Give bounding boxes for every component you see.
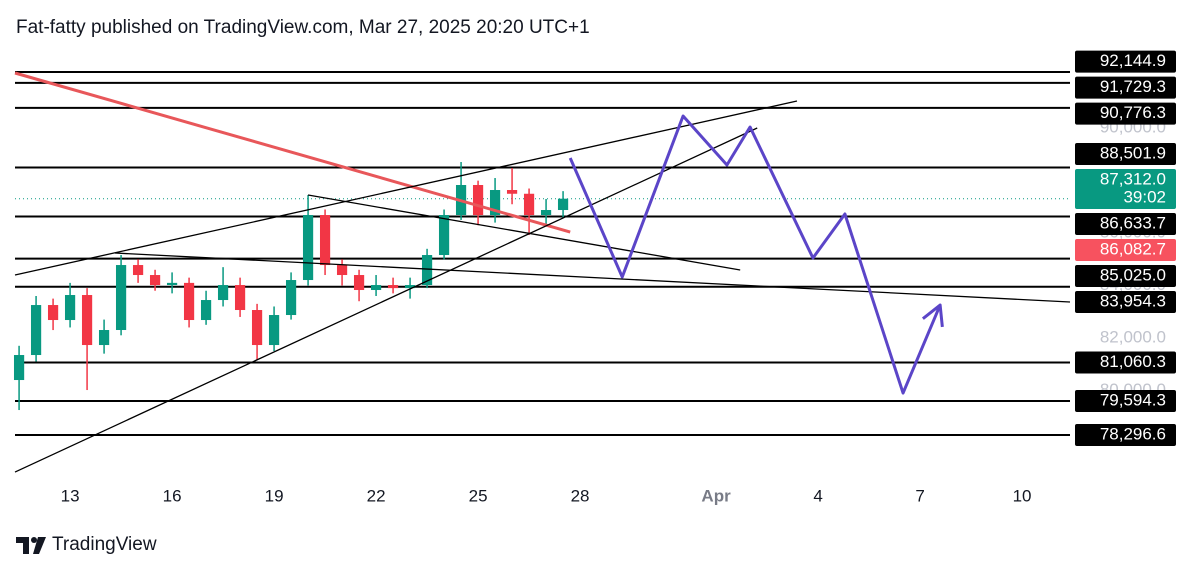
x-tick-label: 10 (1013, 486, 1032, 505)
header: Fat-fatty published on TradingView.com, … (16, 17, 590, 38)
y-tick-label: 82,000.0 (1100, 327, 1166, 346)
candle-body (336, 265, 348, 276)
price-label: 87,312.039:02 (1075, 168, 1176, 209)
candle-body (404, 285, 416, 289)
price-label-text: 39:02 (1123, 187, 1166, 206)
candle-body (421, 255, 433, 286)
candle-body (183, 282, 195, 321)
price-label: 85,025.0 (1075, 264, 1176, 287)
price-label: 81,060.3 (1075, 351, 1176, 374)
candle-body (234, 285, 246, 311)
price-label-text: 85,025.0 (1100, 265, 1166, 284)
x-tick-label: 28 (571, 486, 590, 505)
candle-body (438, 215, 450, 256)
candle-body (472, 185, 484, 216)
price-label: 83,954.3 (1075, 290, 1176, 313)
x-tick-label: 13 (61, 486, 80, 505)
candle-body (370, 285, 382, 291)
price-label-bg (1075, 168, 1176, 209)
price-label-bg (1075, 264, 1176, 287)
price-label: 79,594.3 (1075, 389, 1176, 412)
price-label-bg (1075, 142, 1176, 165)
x-tick-label: 7 (915, 486, 924, 505)
price-label-bg (1075, 102, 1176, 125)
projection-path (568, 114, 942, 395)
price-label-bg (1075, 389, 1176, 412)
projection-arrowhead (921, 303, 944, 328)
price-label-text: 92,144.9 (1100, 51, 1166, 70)
price-label-text: 78,296.6 (1100, 424, 1166, 443)
candle-body (285, 280, 297, 316)
price-label: 90,776.3 (1075, 102, 1176, 125)
x-tick-label: 19 (265, 486, 284, 505)
candle-body (489, 190, 501, 216)
price-label-bg (1075, 238, 1176, 261)
candle-body (557, 198, 569, 211)
candle-body (149, 275, 161, 286)
candle-body (302, 215, 314, 281)
price-label-text: 83,954.3 (1100, 291, 1166, 310)
candle-body (506, 190, 518, 194)
price-label-bg (1075, 290, 1176, 313)
candle-body (132, 265, 144, 276)
price-label-bg (1075, 50, 1176, 73)
candle-body (200, 300, 212, 321)
candle-body (523, 193, 535, 216)
candle-body (540, 210, 552, 216)
candle-body (217, 285, 229, 301)
trendline (14, 71, 571, 234)
price-label: 92,144.9 (1075, 50, 1176, 73)
candle-body (47, 305, 59, 321)
x-tick-label: 25 (469, 486, 488, 505)
price-label-text: 91,729.3 (1100, 77, 1166, 96)
price-label-text: 87,312.0 (1100, 169, 1166, 188)
candle-body (251, 310, 263, 346)
price-label-bg (1075, 212, 1176, 235)
trendline (307, 194, 741, 271)
candle-body (81, 295, 93, 346)
price-label-text: 79,594.3 (1100, 390, 1166, 409)
candle-body (166, 282, 178, 286)
candle-body (115, 265, 127, 331)
x-tick-label: 16 (163, 486, 182, 505)
trendline (114, 252, 1071, 303)
candle-body (30, 305, 42, 356)
price-label-bg (1075, 424, 1176, 447)
price-label: 78,296.6 (1075, 424, 1176, 447)
trendline (14, 100, 798, 276)
price-label-text: 90,776.3 (1100, 103, 1166, 122)
x-tick-label: 4 (813, 486, 822, 505)
brand: TradingView (52, 534, 157, 555)
trendline (14, 127, 758, 473)
price-label-text: 88,501.9 (1100, 143, 1166, 162)
candle-body (387, 285, 399, 289)
candle-body (64, 295, 76, 321)
price-label: 86,633.7 (1075, 212, 1176, 235)
price-label: 88,501.9 (1075, 142, 1176, 165)
candle-body (268, 315, 280, 346)
price-label: 86,082.7 (1075, 238, 1176, 261)
candle-body (98, 330, 110, 346)
price-label: 91,729.3 (1075, 76, 1176, 99)
price-label-bg (1075, 76, 1176, 99)
price-label-text: 86,633.7 (1100, 213, 1166, 232)
price-label-text: 86,082.7 (1100, 239, 1166, 258)
candle-body (353, 275, 365, 291)
price-label-text: 81,060.3 (1100, 352, 1166, 371)
logo (16, 537, 46, 554)
candle-body (13, 355, 25, 381)
x-tick-label: 22 (367, 486, 386, 505)
x-tick-label: Apr (701, 486, 731, 505)
price-label-bg (1075, 351, 1176, 374)
candle-body (319, 215, 331, 266)
